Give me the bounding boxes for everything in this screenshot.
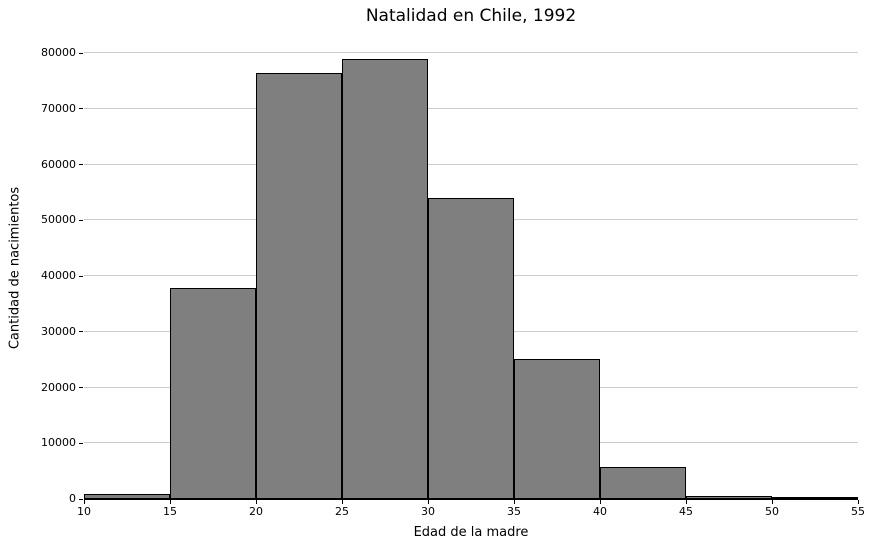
y-tick-mark	[79, 442, 83, 444]
x-tick-mark	[685, 500, 687, 504]
x-tick-mark	[169, 500, 171, 504]
y-tick-label: 50000	[41, 213, 76, 227]
y-tick-mark	[79, 108, 83, 110]
histogram-bar	[600, 467, 686, 499]
y-tick-mark	[79, 331, 83, 333]
histogram-bar	[170, 288, 256, 499]
x-tick-label: 40	[593, 505, 607, 518]
x-tick-label: 30	[421, 505, 435, 518]
x-axis-label: Edad de la madre	[413, 525, 529, 540]
gridline	[84, 107, 858, 109]
x-tick-label: 35	[507, 505, 521, 518]
y-tick-mark	[79, 52, 83, 54]
x-tick-mark	[83, 500, 85, 504]
y-tick-mark	[79, 275, 83, 277]
x-tick-label: 45	[679, 505, 693, 518]
x-tick-mark	[599, 500, 601, 504]
x-tick-mark	[255, 500, 257, 504]
x-tick-label: 15	[163, 505, 177, 518]
x-tick-mark	[771, 500, 773, 504]
x-tick-mark	[513, 500, 515, 504]
y-tick-mark	[79, 219, 83, 221]
y-tick-label: 10000	[41, 436, 76, 450]
y-tick-label: 40000	[41, 269, 76, 283]
y-tick-label: 80000	[41, 46, 76, 60]
y-tick-mark	[79, 498, 83, 500]
gridline	[84, 163, 858, 165]
gridline	[84, 52, 858, 54]
y-tick-label: 20000	[41, 380, 76, 394]
x-tick-mark	[857, 500, 859, 504]
histogram-bar	[514, 359, 600, 499]
y-tick-label: 30000	[41, 324, 76, 338]
y-tick-label: 0	[69, 492, 76, 505]
x-tick-mark	[341, 500, 343, 504]
y-tick-label: 60000	[41, 157, 76, 171]
y-tick-mark	[79, 164, 83, 166]
x-tick-mark	[427, 500, 429, 504]
x-tick-label: 25	[335, 505, 349, 518]
histogram-bar	[342, 59, 428, 499]
histogram-bar	[256, 73, 342, 499]
x-tick-label: 20	[249, 505, 263, 518]
x-tick-label: 50	[765, 505, 779, 518]
histogram-bar	[428, 197, 514, 499]
x-tick-label: 55	[851, 505, 865, 518]
x-tick-label: 10	[77, 505, 91, 518]
plot-area	[84, 37, 858, 499]
chart-title: Natalidad en Chile, 1992	[365, 6, 577, 26]
y-tick-mark	[79, 387, 83, 389]
x-axis-line	[84, 498, 858, 500]
y-tick-label: 70000	[41, 101, 76, 115]
